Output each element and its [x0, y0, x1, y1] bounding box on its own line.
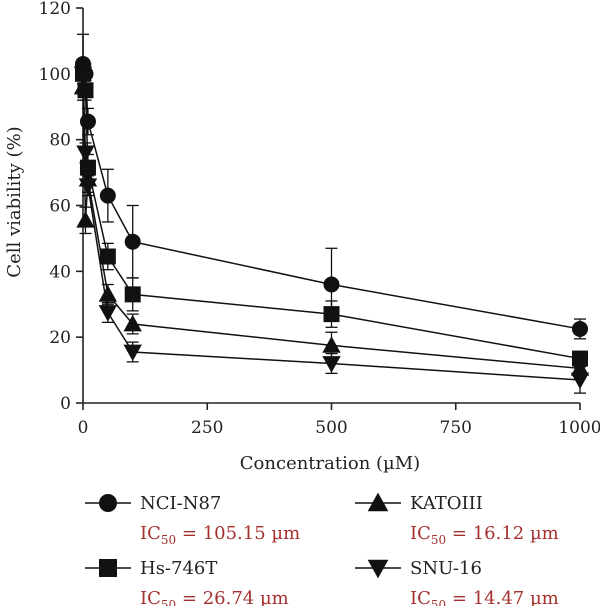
legend-marker — [367, 492, 389, 512]
series-nci-n87 — [75, 33, 588, 340]
legend-label: Hs-746T — [140, 558, 217, 579]
ic50-subscript: 50 — [431, 533, 446, 547]
y-tick-label: 20 — [49, 328, 71, 348]
data-point — [73, 66, 93, 84]
legend-item-katoiii: KATOIII IC50 = 16.12 µm — [355, 492, 559, 547]
data-point — [78, 178, 98, 195]
legend-label: KATOIII — [410, 493, 483, 514]
data-point — [572, 320, 588, 337]
y-tick-label: 120 — [39, 0, 71, 19]
y-tick-label: 60 — [49, 197, 71, 217]
ic50-value: = 26.74 µm — [176, 588, 289, 606]
x-tick-label: 750 — [440, 418, 472, 438]
legend-item-snu-16: SNU-16 IC50 = 14.47 µm — [355, 558, 559, 606]
series-snu-16 — [73, 63, 590, 394]
axes: 0 20 40 60 80 100 120 0 250 500 750 1000 — [39, 0, 600, 438]
y-tick-label: 80 — [49, 131, 71, 151]
data-point — [76, 145, 95, 163]
data-point — [570, 372, 590, 390]
data-point — [322, 356, 341, 373]
legend-label: NCI-N87 — [140, 493, 221, 514]
ic50-value: = 105.15 µm — [176, 523, 300, 544]
ic50-prefix: IC — [410, 523, 431, 544]
ic50-label: IC50 = 26.74 µm — [140, 588, 289, 606]
data-point — [124, 286, 141, 303]
data-point — [76, 211, 95, 228]
legend-label: SNU-16 — [410, 558, 482, 579]
data-point — [99, 187, 116, 204]
ic50-prefix: IC — [140, 523, 161, 544]
x-tick-label: 1000 — [558, 418, 600, 438]
legend-item-hs-746t: Hs-746T IC50 = 26.74 µm — [85, 558, 289, 606]
ic50-prefix: IC — [140, 588, 161, 606]
data-point — [123, 344, 142, 362]
x-tick-label: 250 — [191, 418, 223, 438]
legend-item-nci-n87: NCI-N87 IC50 = 105.15 µm — [85, 493, 300, 547]
data-point — [322, 336, 341, 353]
plot-area — [73, 33, 590, 394]
data-point — [323, 306, 340, 323]
ic50-label: IC50 = 105.15 µm — [140, 523, 300, 547]
data-point — [323, 276, 340, 293]
data-point — [98, 285, 118, 302]
ic50-prefix: IC — [410, 588, 431, 606]
series-hs-746t — [75, 63, 588, 367]
data-point — [98, 305, 118, 322]
y-tick-label: 0 — [60, 394, 71, 414]
ic50-subscript: 50 — [431, 598, 446, 606]
data-point — [123, 314, 142, 332]
data-point — [124, 233, 141, 250]
data-point — [79, 113, 96, 130]
legend-marker — [367, 559, 389, 579]
ic50-subscript: 50 — [161, 598, 176, 606]
ic50-label: IC50 = 14.47 µm — [410, 588, 559, 606]
ic50-subscript: 50 — [161, 533, 176, 547]
legend-marker — [99, 559, 117, 577]
legend-marker — [99, 494, 117, 512]
ic50-value: = 16.12 µm — [446, 523, 559, 544]
y-axis-title: Cell viability (%) — [4, 126, 25, 277]
series-katoiii — [73, 73, 590, 379]
ic50-label: IC50 = 16.12 µm — [410, 523, 559, 547]
x-axis-title: Concentration (µM) — [240, 453, 420, 474]
x-tick-label: 500 — [315, 418, 347, 438]
data-point — [99, 248, 116, 265]
ic50-value: = 14.47 µm — [446, 588, 559, 606]
x-tick-label: 0 — [78, 418, 89, 438]
y-tick-label: 40 — [49, 262, 71, 282]
y-tick-label: 100 — [39, 65, 71, 85]
